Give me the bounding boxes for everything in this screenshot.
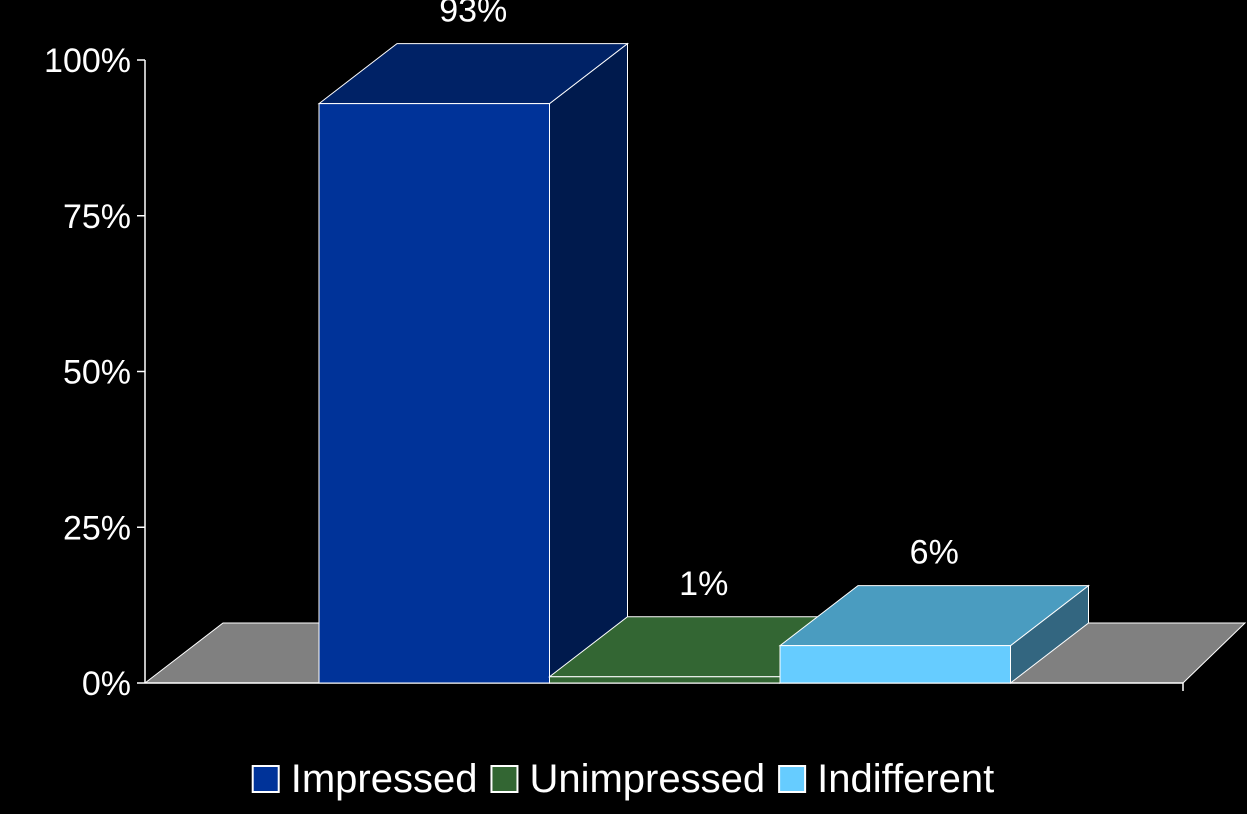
bar-front-face <box>549 676 781 684</box>
legend-swatch <box>778 765 807 793</box>
data-label: 6% <box>910 534 959 572</box>
bar-impressed <box>317 42 629 685</box>
y-tick-label: 50% <box>63 354 131 392</box>
bar-side-face <box>549 42 628 685</box>
data-label: 93% <box>439 0 507 30</box>
legend-label: Unimpressed <box>529 757 765 801</box>
legend-label: Impressed <box>291 757 478 801</box>
legend-item-indifferent: Indifferent <box>778 757 994 801</box>
legend: Impressed Unimpressed Indifferent <box>251 757 994 801</box>
bar-front-face <box>779 645 1011 684</box>
y-tick-label: 100% <box>44 42 131 80</box>
y-tick-label: 75% <box>63 198 131 236</box>
legend-item-unimpressed: Unimpressed <box>490 757 765 801</box>
data-label: 1% <box>679 565 728 603</box>
bar-front-face <box>318 103 550 684</box>
bars-layer <box>317 42 1090 685</box>
bar-indifferent <box>778 584 1090 685</box>
y-tick-label: 25% <box>63 509 131 547</box>
data-labels-layer: 93% 1% 6% <box>439 0 959 603</box>
y-tick-label: 0% <box>82 665 131 703</box>
legend-item-impressed: Impressed <box>251 757 478 801</box>
legend-label: Indifferent <box>817 757 994 801</box>
legend-swatch <box>490 765 519 793</box>
legend-swatch <box>251 765 280 793</box>
